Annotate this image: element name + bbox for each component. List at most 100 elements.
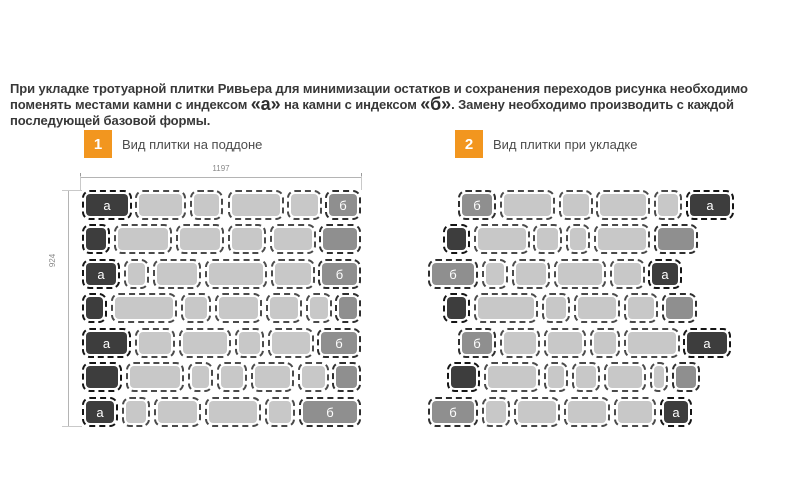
pallet-tile-diagram: а б а б а б а б xyxy=(80,190,364,430)
tile-light xyxy=(610,259,645,289)
tile-index-label: б xyxy=(473,197,481,213)
tile-light xyxy=(251,362,294,392)
tile-light xyxy=(474,293,538,323)
width-dimension-line: 1197 xyxy=(80,164,362,182)
tile-а: а xyxy=(686,190,734,220)
section-1-number-badge: 1 xyxy=(84,130,112,158)
tile-light xyxy=(566,224,590,254)
extension-line xyxy=(62,190,82,191)
section-2-title: Вид плитки при укладке xyxy=(493,137,638,152)
tile-light xyxy=(500,190,555,220)
tile-light xyxy=(135,190,186,220)
tile-index-label: а xyxy=(706,197,714,213)
tile-light xyxy=(596,190,650,220)
index-a-emphasis: «а» xyxy=(250,94,281,114)
width-dimension-value: 1197 xyxy=(212,164,230,173)
tile-index-label: а xyxy=(102,335,111,351)
tile-light xyxy=(135,328,175,358)
tile-light xyxy=(604,362,646,392)
tile-index-label: а xyxy=(97,266,105,282)
tile-light xyxy=(482,259,508,289)
tile-index-label: а xyxy=(703,335,711,351)
tile-б: б xyxy=(299,397,361,427)
tile-light xyxy=(572,362,600,392)
tile-light xyxy=(205,259,267,289)
tile-medium xyxy=(672,362,700,392)
laid-tile-diagram: б а б а б а б а xyxy=(428,190,738,430)
tile-index-label: б xyxy=(335,266,344,282)
extension-line xyxy=(62,426,82,427)
section-2-number-badge: 2 xyxy=(455,130,483,158)
tile-light xyxy=(654,190,682,220)
tile-light xyxy=(484,362,540,392)
tile-light xyxy=(217,362,247,392)
tile-index-label: б xyxy=(339,197,347,213)
tile-light xyxy=(126,362,184,392)
tile-light xyxy=(270,224,316,254)
tile-light xyxy=(624,328,680,358)
tile-light xyxy=(154,397,201,427)
tile-б: б xyxy=(318,259,361,289)
tile-light xyxy=(482,397,510,427)
tile-light xyxy=(181,293,211,323)
tile-medium xyxy=(319,224,361,254)
tile-б: б xyxy=(428,259,478,289)
tile-а: а xyxy=(82,328,131,358)
tile-light xyxy=(474,224,530,254)
tile-light xyxy=(228,224,266,254)
tile-light xyxy=(176,224,224,254)
tile-light xyxy=(179,328,231,358)
intro-text-1: При укладке тротуарной плитки Ривьера дл… xyxy=(10,81,748,112)
tile-light xyxy=(153,259,201,289)
tile-б: б xyxy=(458,328,496,358)
tile-light xyxy=(114,224,172,254)
tile-light xyxy=(594,224,650,254)
extension-line xyxy=(361,176,362,190)
tile-index-label: б xyxy=(335,335,343,351)
tile-а: а xyxy=(82,190,132,220)
tile-light xyxy=(271,259,315,289)
tile-light xyxy=(624,293,658,323)
tile-light xyxy=(564,397,610,427)
tile-а: а xyxy=(82,397,118,427)
height-dimension-value: 924 xyxy=(48,253,58,268)
tile-light xyxy=(590,328,620,358)
tile-light xyxy=(554,259,606,289)
tile-dark xyxy=(82,224,110,254)
tile-light xyxy=(228,190,284,220)
tile-light xyxy=(122,397,150,427)
tile-medium xyxy=(654,224,698,254)
tile-а: а xyxy=(683,328,731,358)
dimension-line xyxy=(68,190,69,427)
tile-index-label: а xyxy=(661,266,669,282)
section-1-title: Вид плитки на поддоне xyxy=(122,137,263,152)
tile-light xyxy=(266,293,302,323)
tile-light xyxy=(512,259,550,289)
tile-light xyxy=(614,397,656,427)
tile-light xyxy=(235,328,264,358)
tile-dark xyxy=(443,224,470,254)
tile-medium xyxy=(335,293,361,323)
tile-index-label: а xyxy=(103,197,111,213)
intro-text-3: . Замену необходимо производить с каждой… xyxy=(10,97,734,128)
tile-light xyxy=(268,328,314,358)
tile-index-label: б xyxy=(449,266,457,282)
tile-light xyxy=(190,190,223,220)
tile-б: б xyxy=(325,190,361,220)
index-b-emphasis: «б» xyxy=(420,94,452,114)
tile-light xyxy=(544,328,586,358)
tile-light xyxy=(298,362,329,392)
tile-light xyxy=(533,224,562,254)
tile-index-label: б xyxy=(473,335,481,351)
tile-light xyxy=(306,293,332,323)
tile-а: а xyxy=(660,397,692,427)
tile-light xyxy=(188,362,213,392)
tile-medium xyxy=(662,293,697,323)
tile-б: б xyxy=(428,397,478,427)
tile-dark xyxy=(82,362,122,392)
tile-а: а xyxy=(648,259,682,289)
tile-light xyxy=(124,259,149,289)
tile-light xyxy=(111,293,177,323)
tile-light xyxy=(205,397,261,427)
